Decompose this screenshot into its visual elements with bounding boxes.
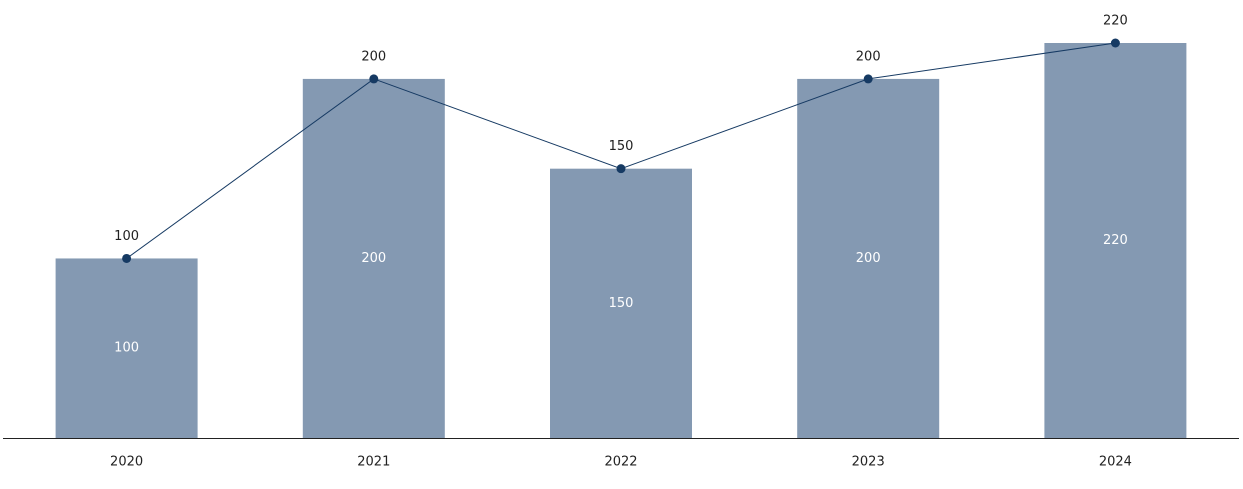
x-tick-label: 2024 xyxy=(1099,455,1132,470)
bar xyxy=(797,78,940,438)
bar-label: 200 xyxy=(361,251,386,266)
bar-label: 200 xyxy=(856,251,881,266)
bar xyxy=(550,168,692,438)
point-label: 200 xyxy=(361,49,386,64)
x-tick-label: 2023 xyxy=(852,455,885,470)
line-point xyxy=(122,253,132,263)
point-label: 200 xyxy=(856,49,881,64)
line-point xyxy=(616,164,626,174)
line-point xyxy=(369,74,379,84)
x-tick-label: 2021 xyxy=(357,455,390,470)
x-tick-label: 2020 xyxy=(110,455,143,470)
bar xyxy=(55,258,198,438)
point-label: 100 xyxy=(114,229,139,244)
x-tick-label: 2022 xyxy=(604,455,637,470)
point-label: 150 xyxy=(609,139,634,154)
bar xyxy=(1044,43,1187,438)
bar-label: 150 xyxy=(609,296,634,311)
line-point xyxy=(863,74,873,84)
bar-label: 100 xyxy=(114,341,139,356)
line-point xyxy=(1110,38,1120,48)
point-label: 220 xyxy=(1103,14,1128,29)
bar-label: 220 xyxy=(1103,233,1128,248)
bar xyxy=(302,78,445,438)
